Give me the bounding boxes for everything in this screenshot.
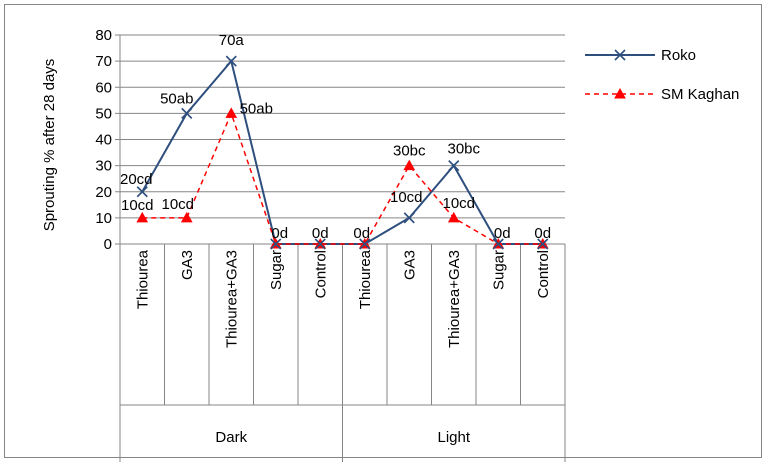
- category-label: Sugar: [490, 250, 507, 290]
- data-point: [136, 211, 149, 223]
- data-labels: 20cd 50ab 70a 0d 0d 0d 10cd 30bc 0d 0d 10cd 10cd 50a…: [120, 32, 551, 242]
- data-label: 20cd: [120, 171, 153, 188]
- y-tick-label: 0: [104, 236, 112, 253]
- data-point: [614, 49, 626, 61]
- category-label: Sugar: [268, 250, 285, 290]
- data-point: [614, 87, 626, 99]
- y-tick-labels: 0 10 20 30 40 50 60 70 80: [95, 27, 112, 253]
- y-axis-label: Sprouting % after 28 days: [41, 59, 58, 232]
- data-point: [447, 211, 460, 223]
- data-label: 10cd: [161, 196, 194, 213]
- y-tick-label: 30: [95, 158, 112, 175]
- category-labels: Thiourea GA3 Thiourea+GA3 Sugar Control Thiou…: [134, 249, 552, 348]
- data-point: [537, 238, 549, 250]
- data-label: 10cd: [442, 195, 475, 212]
- category-label: Control: [535, 250, 552, 298]
- y-tick-label: 80: [95, 27, 112, 44]
- data-point: [448, 160, 460, 172]
- data-label: 30bc: [447, 141, 480, 158]
- data-label: 0d: [312, 225, 329, 242]
- data-point: [225, 55, 237, 67]
- group-label: Dark: [215, 429, 247, 446]
- category-label: Control: [312, 250, 329, 298]
- data-label: 0d: [271, 225, 288, 242]
- category-label: Thiourea: [134, 249, 151, 309]
- data-point: [492, 238, 504, 250]
- data-label: 50ab: [240, 100, 273, 117]
- data-label: 0d: [353, 225, 370, 242]
- data-label: 70a: [219, 32, 245, 49]
- chart-frame: [4, 4, 762, 458]
- y-tick-label: 70: [95, 53, 112, 70]
- data-point: [225, 107, 238, 118]
- data-label: 30bc: [393, 143, 426, 160]
- data-point: [314, 238, 326, 250]
- y-tick-label: 50: [95, 105, 112, 122]
- y-tick-label: 60: [95, 79, 112, 96]
- category-label: Thiourea+GA3: [446, 250, 463, 348]
- data-label: 50ab: [160, 90, 193, 107]
- y-tick-label: 20: [95, 184, 112, 201]
- data-label: 10cd: [390, 189, 423, 206]
- category-label: GA3: [179, 250, 196, 280]
- data-point: [181, 107, 193, 119]
- data-point: [270, 238, 282, 250]
- axes: [115, 34, 566, 462]
- data-point: [136, 186, 148, 198]
- data-point: [359, 238, 371, 250]
- category-label: GA3: [401, 250, 418, 280]
- data-point: [403, 159, 416, 171]
- data-label: 0d: [494, 225, 511, 242]
- category-label: Thiourea+GA3: [223, 250, 240, 348]
- data-point: [180, 211, 193, 223]
- legend-label: SM Kaghan: [661, 86, 739, 103]
- gridlines: [120, 34, 565, 245]
- group-label: Light: [437, 429, 470, 446]
- legend: Roko SM Kaghan: [585, 47, 739, 103]
- group-labels: Dark Light: [215, 429, 470, 446]
- category-label: Thiourea: [357, 249, 374, 309]
- y-tick-label: 10: [95, 210, 112, 227]
- data-label: 0d: [534, 225, 551, 242]
- series-line: [141, 58, 543, 245]
- data-point: [403, 212, 415, 224]
- data-label: 10cd: [121, 197, 154, 214]
- series-line: [142, 111, 543, 245]
- series-layer: [136, 55, 549, 250]
- legend-label: Roko: [661, 47, 696, 64]
- y-tick-label: 40: [95, 132, 112, 149]
